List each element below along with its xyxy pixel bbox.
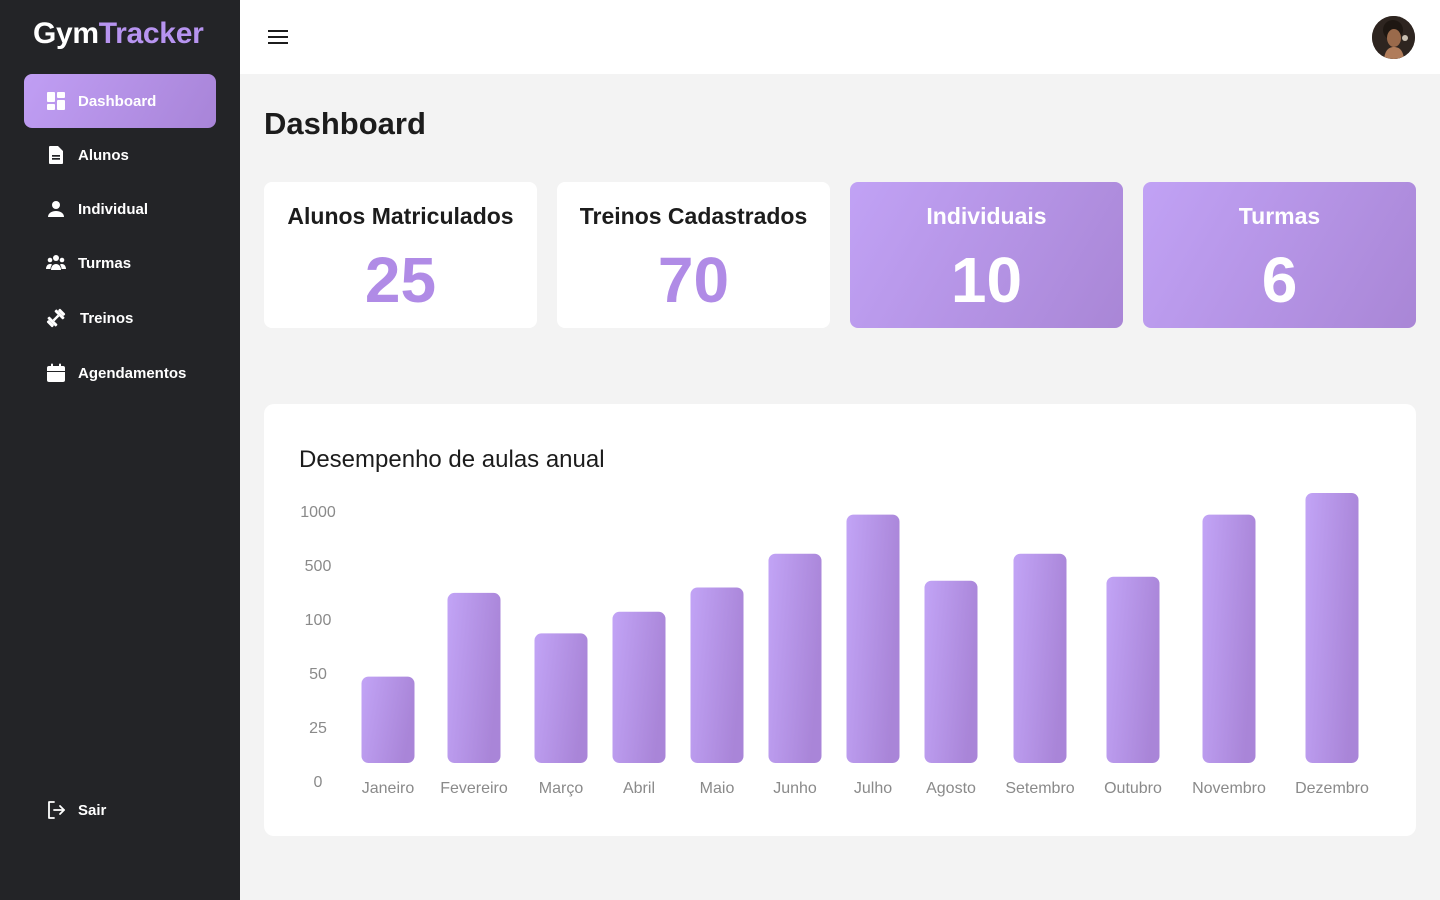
group-icon bbox=[46, 253, 66, 273]
y-tick-label: 50 bbox=[309, 666, 327, 683]
x-tick-label: Julho bbox=[854, 780, 892, 797]
x-tick-label: Dezembro bbox=[1295, 780, 1369, 797]
x-tick-label: Agosto bbox=[926, 780, 976, 797]
logo-text-gym: Gym bbox=[33, 17, 99, 50]
stat-card-value: 10 bbox=[950, 244, 1023, 316]
sidebar-item-label: Turmas bbox=[78, 254, 132, 272]
chart-bar-maio[interactable] bbox=[690, 587, 744, 764]
logout-label: Sair bbox=[78, 801, 107, 819]
x-tick-label: Fevereiro bbox=[440, 780, 508, 797]
sidebar-item-individual[interactable]: Individual bbox=[24, 182, 216, 236]
stat-card-label: Treinos Cadastrados bbox=[579, 203, 808, 229]
x-tick-label: Outubro bbox=[1104, 780, 1162, 797]
chart-bar-abril[interactable] bbox=[612, 611, 666, 763]
sidebar: GymTracker Dashboard Alunos Individual T… bbox=[0, 0, 240, 900]
app-logo[interactable]: GymTracker bbox=[33, 17, 204, 51]
chart-bar-janeiro[interactable] bbox=[361, 676, 415, 763]
logout-button[interactable]: Sair bbox=[24, 783, 216, 837]
chart-bar-fevereiro[interactable] bbox=[447, 592, 501, 763]
y-tick-label: 100 bbox=[305, 612, 332, 629]
chart-bar-julho[interactable] bbox=[846, 514, 900, 763]
x-tick-label: Setembro bbox=[1005, 780, 1074, 797]
x-tick-label: Novembro bbox=[1192, 780, 1266, 797]
document-icon bbox=[46, 145, 66, 165]
bar-chart: 0 25 50 100 500 1000 Janeiro Fevereiro Março Abri… bbox=[300, 493, 1369, 797]
chart-bar-dezembro[interactable] bbox=[1305, 493, 1359, 763]
y-tick-label: 500 bbox=[305, 558, 332, 575]
stat-card-label: Turmas bbox=[1238, 203, 1321, 229]
user-avatar[interactable] bbox=[1372, 16, 1415, 59]
person-icon bbox=[46, 199, 66, 219]
y-tick-label: 25 bbox=[309, 720, 327, 737]
sidebar-item-alunos[interactable]: Alunos bbox=[24, 128, 216, 182]
sidebar-item-label: Individual bbox=[78, 200, 149, 218]
x-tick-label: Junho bbox=[773, 780, 817, 797]
top-header bbox=[240, 0, 1440, 74]
sidebar-item-label: Dashboard bbox=[78, 92, 157, 110]
logout-icon bbox=[46, 800, 66, 820]
sidebar-item-label: Treinos bbox=[80, 309, 134, 327]
chart-bar-março[interactable] bbox=[534, 633, 588, 763]
stat-card-label: Individuais bbox=[926, 203, 1047, 229]
chart-bar-setembro[interactable] bbox=[1013, 553, 1067, 763]
y-tick-label: 1000 bbox=[300, 504, 336, 521]
stat-card-label: Alunos Matriculados bbox=[287, 203, 514, 229]
y-tick-label: 0 bbox=[314, 774, 323, 791]
hamburger-icon[interactable] bbox=[266, 26, 290, 48]
sidebar-item-label: Agendamentos bbox=[78, 364, 187, 382]
chart-card: Desempenho de aulas anual 0 25 50 100 500 100… bbox=[264, 404, 1416, 836]
sidebar-item-agendamentos[interactable]: Agendamentos bbox=[24, 346, 216, 400]
sidebar-item-dashboard[interactable]: Dashboard bbox=[24, 74, 216, 128]
sidebar-item-label: Alunos bbox=[78, 146, 129, 164]
chart-bar-novembro[interactable] bbox=[1202, 514, 1256, 763]
chart-bar-junho[interactable] bbox=[768, 553, 822, 763]
chart-bar-outubro[interactable] bbox=[1106, 576, 1160, 763]
calendar-icon bbox=[46, 363, 66, 383]
x-tick-label: Março bbox=[539, 780, 584, 797]
page-title: Dashboard bbox=[264, 106, 426, 141]
dumbbell-icon bbox=[46, 308, 66, 328]
logo-text-tracker: Tracker bbox=[98, 17, 204, 50]
chart-bar-agosto[interactable] bbox=[924, 580, 978, 763]
dashboard-icon bbox=[46, 91, 66, 111]
stat-card-turmas[interactable]: Turmas 6 bbox=[1143, 182, 1416, 328]
stat-card-individuais[interactable]: Individuais 10 bbox=[850, 182, 1123, 328]
sidebar-item-turmas[interactable]: Turmas bbox=[24, 236, 216, 290]
x-tick-label: Maio bbox=[700, 780, 735, 797]
stat-card-value: 70 bbox=[657, 244, 730, 316]
stat-card-treinos[interactable]: Treinos Cadastrados 70 bbox=[557, 182, 830, 328]
stat-card-value: 6 bbox=[1261, 244, 1298, 316]
sidebar-item-treinos[interactable]: Treinos bbox=[24, 291, 216, 345]
stat-card-value: 25 bbox=[364, 244, 437, 316]
chart-title: Desempenho de aulas anual bbox=[299, 446, 605, 473]
x-tick-label: Janeiro bbox=[362, 780, 415, 797]
x-tick-label: Abril bbox=[623, 780, 655, 797]
stat-card-alunos[interactable]: Alunos Matriculados 25 bbox=[264, 182, 537, 328]
